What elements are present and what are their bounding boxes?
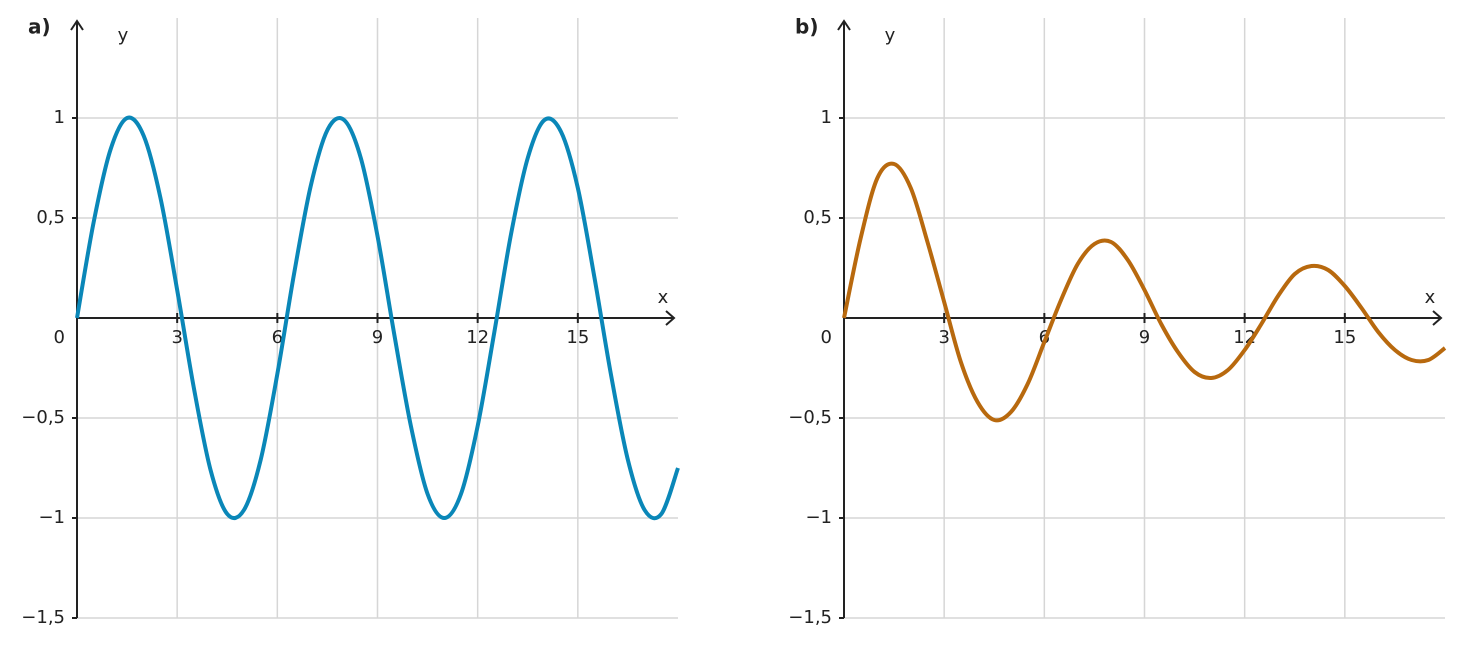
x-tick-label: 9 xyxy=(1139,327,1150,348)
line-series xyxy=(842,161,1447,423)
y-tick-label: 0,5 xyxy=(36,207,65,228)
line-series xyxy=(75,115,680,521)
y-tick-label: −1 xyxy=(805,507,832,528)
x-tick-label: 3 xyxy=(938,327,949,348)
panel: 3 6 9 12 15−1,5−1−0,500,51b)xy xyxy=(788,15,1447,628)
y-tick-label: 1 xyxy=(821,107,832,128)
x-axis-arrow xyxy=(1432,310,1443,326)
x-tick-label: 12 xyxy=(466,327,489,348)
panel-title: b) xyxy=(795,15,818,39)
x-tick-label: 15 xyxy=(566,327,589,348)
y-tick-label: −1,5 xyxy=(21,607,65,628)
y-tick-label: −0,5 xyxy=(21,407,65,428)
x-tick-label: 3 xyxy=(171,327,182,348)
y-tick-label: −1 xyxy=(38,507,65,528)
panel: 3 6 9 12 15 −1,5 −1 −0,5 0 0,5 1 a) x y xyxy=(21,15,680,628)
x-tick-label: 15 xyxy=(1333,327,1356,348)
x-axis-label: x xyxy=(658,287,669,308)
y-tick-label: 1 xyxy=(54,107,65,128)
panel-title: a) xyxy=(28,15,51,39)
y-axis-arrow xyxy=(837,19,851,31)
y-axis-label: y xyxy=(885,25,896,46)
x-tick-label: 6 xyxy=(272,327,283,348)
y-tick-label: −1,5 xyxy=(788,607,832,628)
x-tick-label: 9 xyxy=(372,327,383,348)
x-axis-arrow xyxy=(665,310,676,326)
y-tick-label: −0,5 xyxy=(788,407,832,428)
y-axis-label: y xyxy=(118,25,129,46)
y-tick-label: 0,5 xyxy=(803,207,832,228)
y-tick-label: 0 xyxy=(54,327,65,348)
x-axis-label: x xyxy=(1425,287,1436,308)
y-tick-label: 0 xyxy=(821,327,832,348)
y-axis-arrow xyxy=(70,19,84,31)
